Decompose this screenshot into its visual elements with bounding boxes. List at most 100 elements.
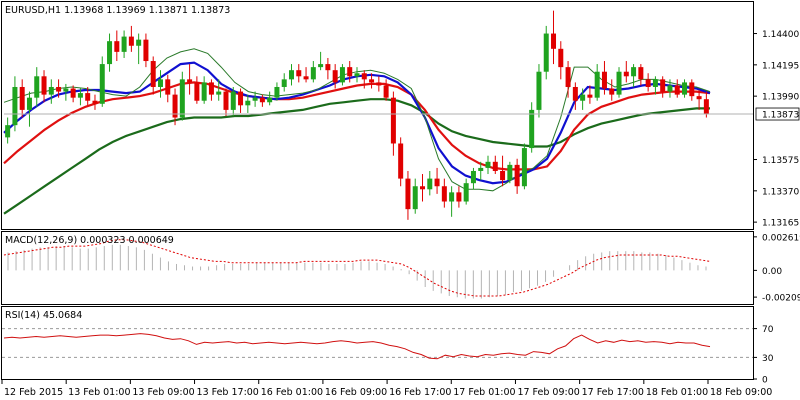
candle-body <box>99 64 105 104</box>
candle-body <box>536 71 542 110</box>
candle-body <box>441 186 447 202</box>
candle-body <box>529 109 535 149</box>
candle-body <box>478 167 484 171</box>
rsi-series <box>2 328 753 360</box>
macd-series <box>3 239 711 299</box>
candle-body <box>558 48 564 68</box>
candle-body <box>150 61 156 87</box>
candle-body <box>136 39 142 46</box>
candle-body <box>267 97 273 103</box>
candle-body <box>507 164 513 181</box>
rsi-tick-label: 0 <box>762 376 768 386</box>
symbol-title: EURUSD,H1 1.13968 1.13969 1.13871 1.1387… <box>5 5 230 16</box>
candle-body <box>223 91 229 110</box>
macd-tick-label: -0.00209 <box>762 294 800 304</box>
candle-body <box>427 178 433 190</box>
candle-body <box>514 164 520 187</box>
candle-body <box>492 161 498 171</box>
candle-body <box>165 79 171 95</box>
candle-body <box>420 186 426 190</box>
candle-body <box>238 91 244 106</box>
candle-body <box>463 183 469 202</box>
rsi-title: RSI(14) 45.0684 <box>5 310 82 321</box>
price-tick-label: 1.14195 <box>762 61 799 71</box>
current-price-line: 1.13873 <box>4 107 800 121</box>
candle-body <box>274 86 280 98</box>
candle-body <box>412 186 418 210</box>
candle-body <box>383 85 389 98</box>
candle-body <box>390 97 396 144</box>
time-tick-label: 16 Feb 17:00 <box>389 387 451 398</box>
candle-body <box>594 71 600 98</box>
rsi-line <box>3 333 711 360</box>
candle-body <box>201 82 207 101</box>
time-tick-label: 17 Feb 09:00 <box>517 387 579 398</box>
candle-body <box>449 192 455 202</box>
candle-body <box>580 94 586 101</box>
macd-pane-frame <box>1 231 754 305</box>
ma-red-line <box>3 81 711 171</box>
rsi-tick-label: 70 <box>762 325 774 335</box>
candle-body <box>26 97 32 110</box>
rsi-tick-label: 30 <box>762 354 774 364</box>
rsi-pane-frame <box>1 306 754 380</box>
candle-body <box>63 88 69 92</box>
time-tick-label: 16 Feb 01:00 <box>261 387 323 398</box>
candle-body <box>252 97 258 101</box>
candle-body <box>696 96 702 100</box>
candle-body <box>587 94 593 98</box>
time-tick-label: 13 Feb 09:00 <box>132 387 194 398</box>
candle-body <box>565 67 571 87</box>
candle-body <box>325 64 331 71</box>
candle-body <box>70 88 76 98</box>
candle-body <box>92 100 98 104</box>
time-tick-label: 13 Feb 17:00 <box>197 387 259 398</box>
candle-body <box>85 93 91 101</box>
time-tick-label: 17 Feb 01:00 <box>453 387 515 398</box>
candle-body <box>623 71 629 77</box>
candle-body <box>128 36 134 46</box>
candle-body <box>572 86 578 101</box>
candle-body <box>369 79 375 83</box>
candle-body <box>631 67 637 77</box>
candle-body <box>288 70 294 80</box>
candle-body <box>281 79 287 87</box>
candle-body <box>674 85 680 95</box>
candle-body <box>303 76 309 80</box>
candle-body <box>551 33 557 49</box>
time-tick-label: 18 Feb 09:00 <box>710 387 772 398</box>
moving-average-slow <box>3 98 710 215</box>
candle-body <box>19 86 25 110</box>
price-tick-label: 1.13990 <box>762 93 799 103</box>
price-axis-labels: 1.14400 1.14195 1.13990 1.13575 1.13370 1.131… <box>753 30 800 386</box>
candle-body <box>230 91 236 110</box>
macd-signal-line <box>3 239 711 297</box>
candle-body <box>114 41 120 52</box>
moving-average-red <box>3 81 711 171</box>
price-tick-label: 1.13165 <box>762 219 799 229</box>
macd-title: MACD(12,26,9) 0.000323 0.000649 <box>5 235 174 246</box>
candle-body <box>500 170 506 181</box>
time-axis-labels: 12 Feb 2015 13 Feb 01:00 13 Feb 09:00 13 Fe… <box>1 380 772 398</box>
candle-body <box>398 143 404 179</box>
candle-body <box>354 73 360 77</box>
candle-body <box>56 86 62 92</box>
candle-body <box>5 125 11 138</box>
current-price-label: 1.13873 <box>762 111 799 121</box>
candle-body <box>638 67 644 80</box>
candle-body <box>34 76 40 98</box>
candle-body <box>456 192 462 202</box>
candle-body <box>543 33 549 72</box>
candle-body <box>689 82 695 97</box>
candle-body <box>434 178 440 187</box>
candle-body <box>485 161 491 168</box>
candle-body <box>703 99 709 115</box>
macd-tick-label: 0.002619 <box>762 233 800 243</box>
price-tick-label: 1.13370 <box>762 187 799 197</box>
current-price-marker <box>755 107 800 121</box>
candle-body <box>609 88 615 95</box>
candle-body <box>157 79 163 87</box>
candle-body <box>521 148 527 187</box>
time-tick-label: 17 Feb 17:00 <box>582 387 644 398</box>
